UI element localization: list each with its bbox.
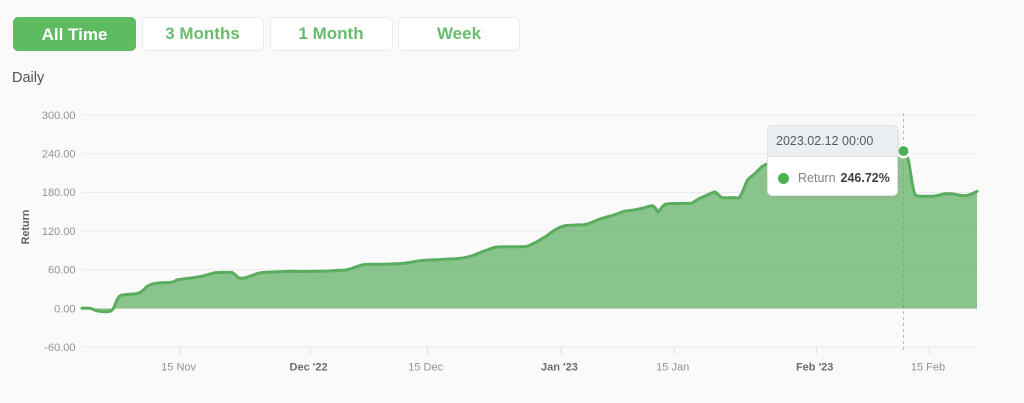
svg-text:Dec '22: Dec '22 <box>290 362 328 374</box>
svg-text:240.00: 240.00 <box>42 149 76 161</box>
svg-text:120.00: 120.00 <box>42 226 76 238</box>
svg-text:Jan '23: Jan '23 <box>541 362 578 374</box>
svg-text:15 Feb: 15 Feb <box>911 362 945 374</box>
svg-text:-60.00: -60.00 <box>44 342 75 354</box>
svg-text:15 Nov: 15 Nov <box>161 362 196 374</box>
svg-text:0.00: 0.00 <box>54 303 75 315</box>
svg-text:15 Dec: 15 Dec <box>408 362 443 374</box>
svg-text:300.00: 300.00 <box>42 110 76 122</box>
svg-text:60.00: 60.00 <box>48 265 76 277</box>
svg-text:Feb '23: Feb '23 <box>796 362 833 374</box>
svg-text:15 Jan: 15 Jan <box>656 362 689 374</box>
svg-text:Return: Return <box>20 210 32 245</box>
svg-text:180.00: 180.00 <box>42 187 76 199</box>
